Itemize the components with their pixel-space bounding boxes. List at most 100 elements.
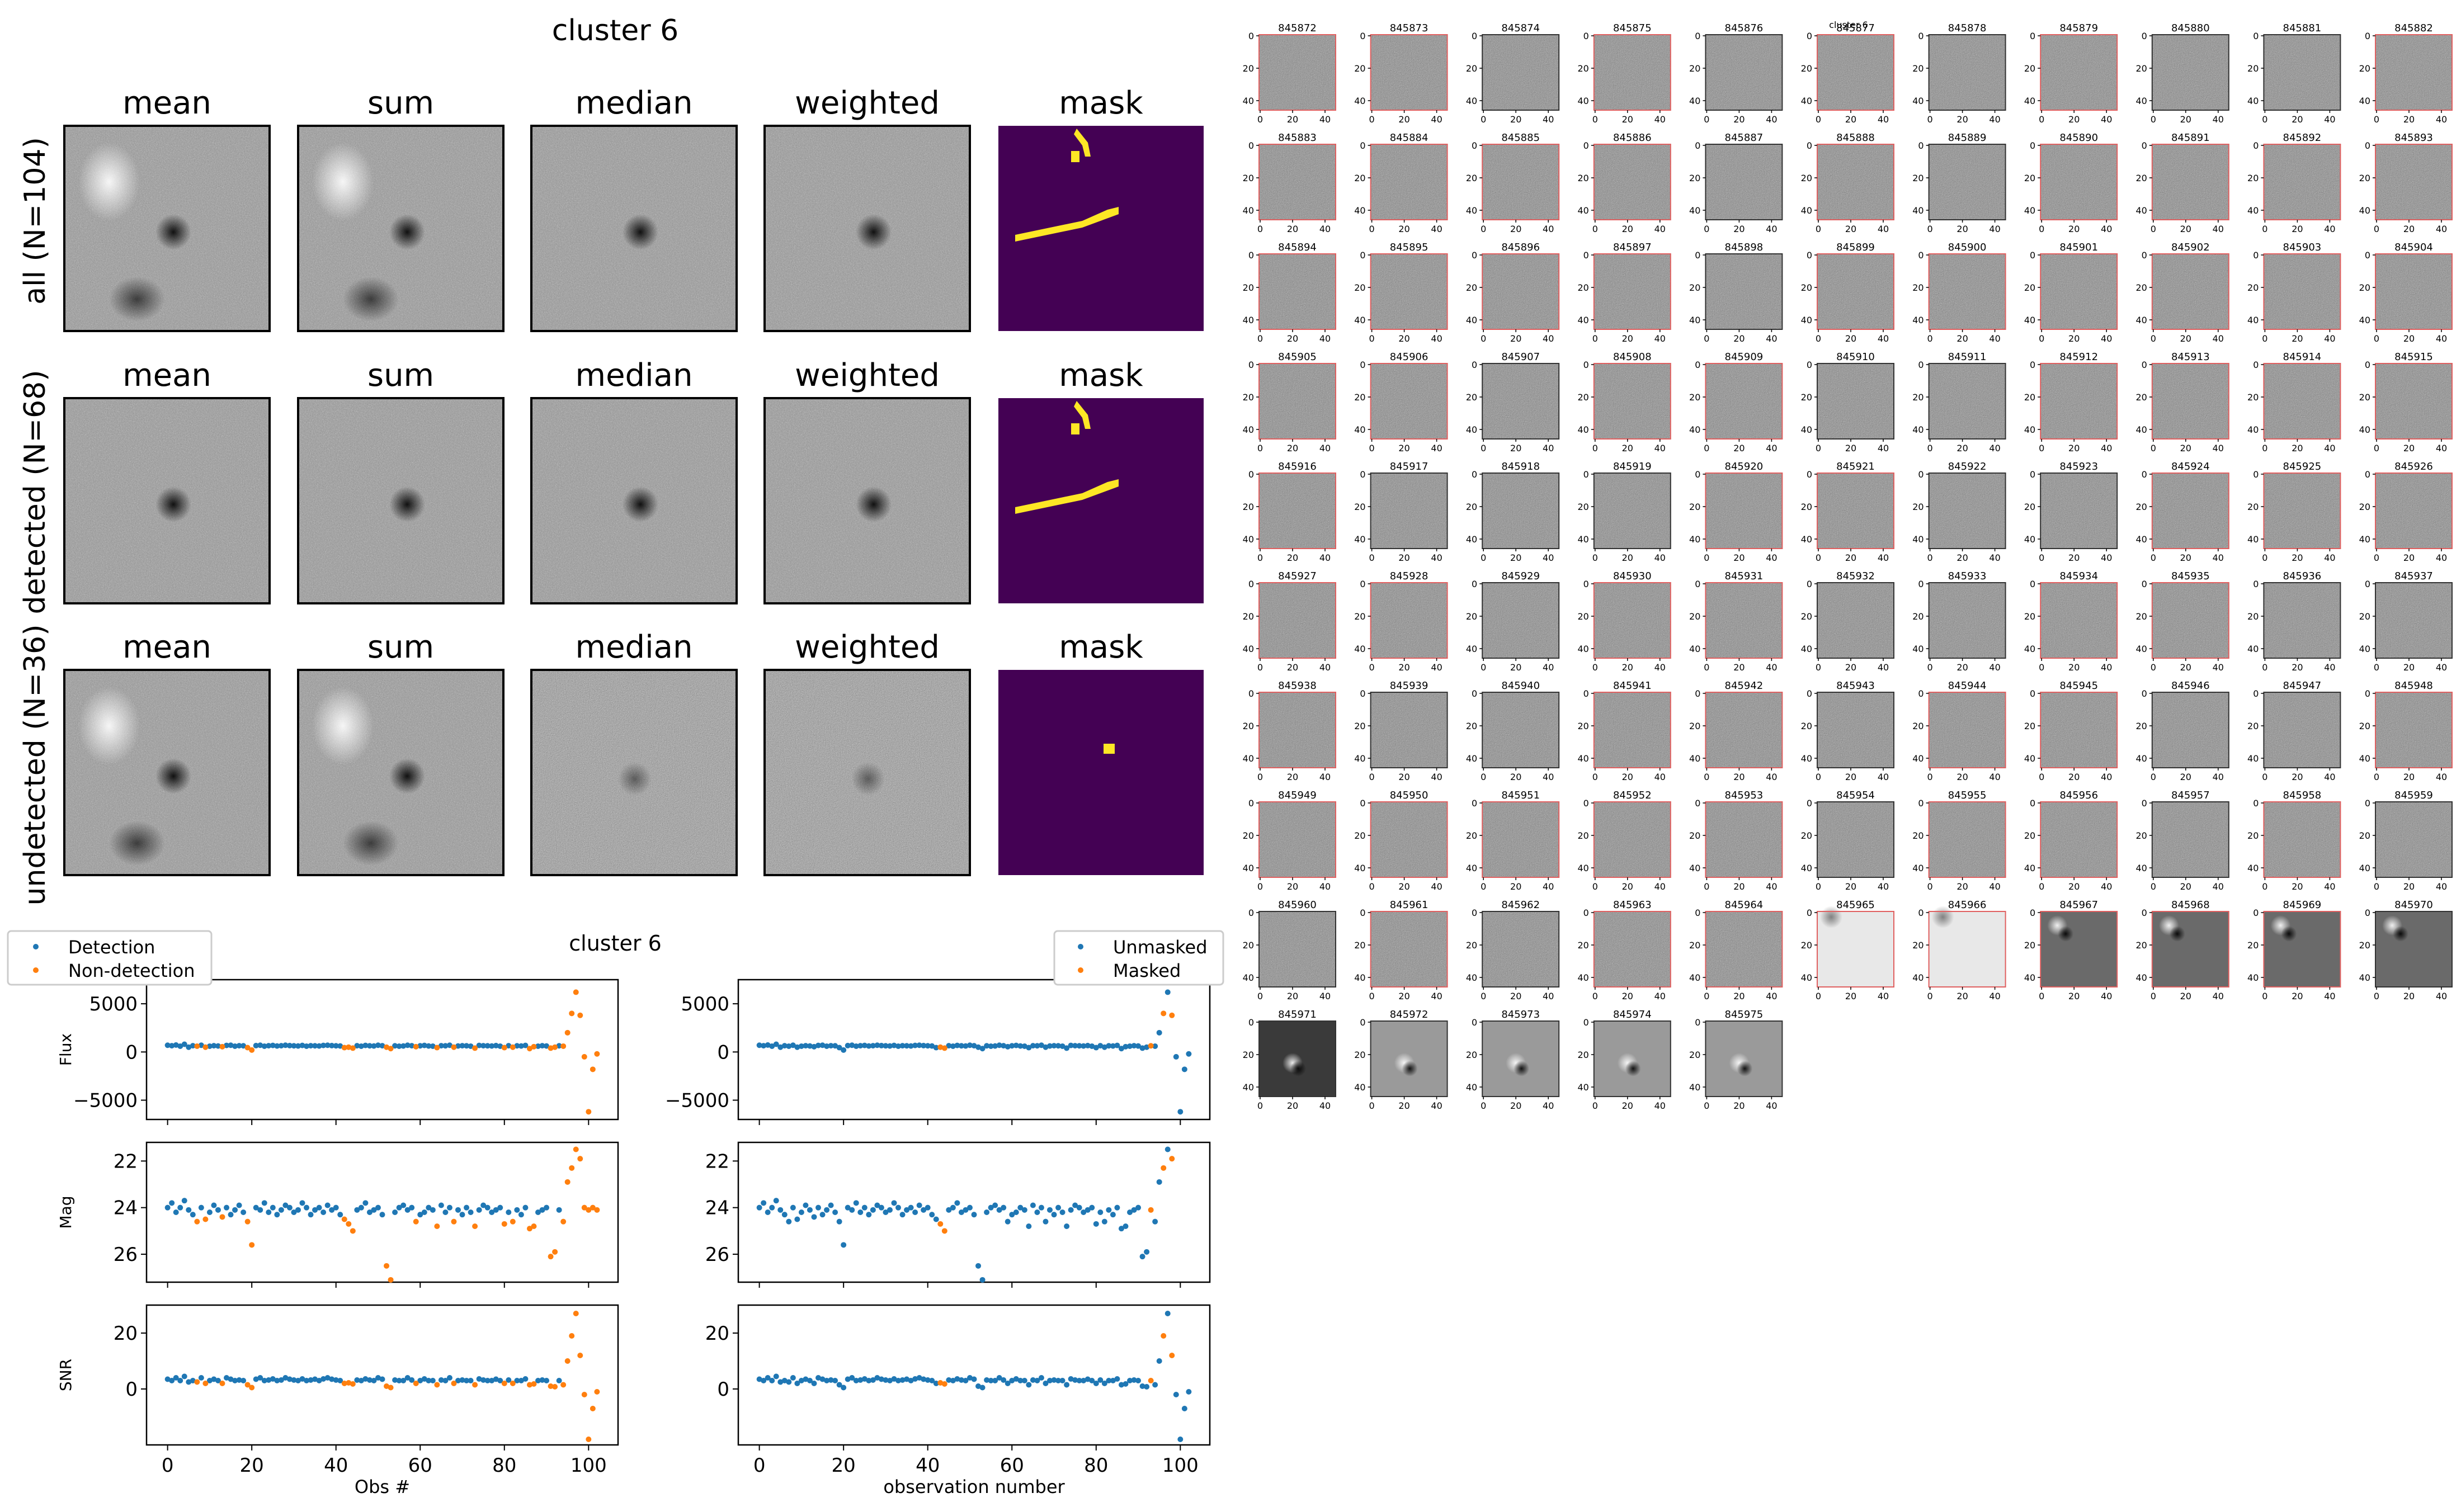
data-point (535, 1378, 541, 1383)
thumbnail-x-tick-label: 20 (1398, 881, 1409, 892)
data-point (493, 1376, 499, 1382)
thumbnail-y-tick-label: 40 (1689, 205, 1700, 216)
thumbnail-source (1514, 1061, 1530, 1076)
data-point (895, 1043, 902, 1049)
thumbnail-x-tick-label: 0 (1481, 1100, 1486, 1111)
thumbnail-x-tick-label: 40 (1989, 881, 2000, 892)
data-point (442, 1378, 449, 1383)
x-tick-label: 20 (240, 1454, 264, 1477)
thumbnail-id: 845945 (2059, 680, 2098, 692)
thumbnail-x-tick-label: 40 (1989, 114, 2000, 125)
thumbnail-frame (2375, 911, 2453, 987)
thumbnail-frame (1928, 692, 2006, 768)
thumbnail-y-tick-label: 0 (1248, 908, 1254, 918)
data-point (560, 1043, 567, 1049)
thumbnail-y-tick-label: 0 (2253, 908, 2259, 918)
thumbnail-y-tick-label: 40 (2247, 972, 2259, 983)
thumbnail-y-tick-label: 0 (1360, 908, 1365, 918)
data-point (286, 1376, 293, 1382)
thumbnail-x-tick-label: 0 (2039, 772, 2044, 782)
data-point (535, 1043, 541, 1049)
thumbnail-x-tick-label: 20 (2292, 224, 2303, 234)
thumbnail-frame (2040, 582, 2118, 659)
thumbnail-y-tick-label: 20 (1354, 1050, 1365, 1060)
thumbnail-x-tick-label: 20 (1510, 114, 1521, 125)
thumbnail-frame (2263, 34, 2341, 111)
thumbnail-x-tick-label: 20 (2403, 881, 2415, 892)
x-tick-label: 20 (832, 1454, 856, 1477)
data-point (824, 1043, 830, 1049)
data-point (324, 1042, 331, 1048)
thumbnail-y-tick-label: 20 (1354, 392, 1365, 403)
thumbnail-y-tick-label: 20 (2135, 63, 2147, 74)
thumbnail-x-tick-label: 0 (1257, 443, 1263, 453)
thumbnail-y-tick-label: 20 (1466, 392, 1477, 403)
thumbnail-noise (2040, 254, 2118, 329)
thumbnail-y-tick-label: 20 (1801, 940, 1812, 951)
data-point (937, 1044, 944, 1050)
thumbnail-x-tick-label: 20 (2403, 443, 2415, 453)
thumbnail-x-tick-label: 20 (2180, 114, 2191, 125)
thumbnail-noise (2375, 363, 2452, 439)
thumbnail-x-tick-label: 0 (1592, 881, 1598, 892)
thumbnail-x-tick-label: 40 (1319, 1100, 1331, 1111)
thumbnail-y-tick-label: 20 (2135, 502, 2147, 512)
thumbnail-x-tick-label: 0 (2151, 991, 2156, 1001)
thumbnail-x-tick-label: 0 (2262, 991, 2267, 1001)
data-point (1186, 1389, 1192, 1395)
thumbnail-id: 845963 (1613, 899, 1652, 911)
thumbnail-y-tick-label: 20 (1912, 173, 1923, 183)
thumbnail-frame (2151, 34, 2229, 111)
thumbnail-y-tick-label: 20 (1466, 1050, 1477, 1060)
data-point (186, 1044, 192, 1050)
data-point (224, 1375, 230, 1381)
data-point (430, 1207, 436, 1213)
mask-image (998, 670, 1204, 875)
mask-region (1015, 207, 1119, 242)
data-point (1165, 1311, 1171, 1316)
thumbnail-frame (1705, 144, 1783, 220)
thumbnail-x-tick-label: 40 (2101, 881, 2112, 892)
thumbnail-id: 845899 (1836, 242, 1875, 253)
thumbnail-noise (1705, 583, 1783, 658)
thumbnail-id: 845964 (1725, 899, 1764, 911)
thumbnail-x-tick-label: 20 (1845, 552, 1856, 563)
thumbnail-y-tick-label: 20 (2135, 830, 2147, 841)
data-point (304, 1378, 310, 1383)
thumbnail-frame (1705, 801, 1783, 878)
data-point (472, 1223, 478, 1229)
data-point (232, 1378, 238, 1383)
data-point (857, 1209, 864, 1215)
thumbnail-y-tick-label: 0 (1472, 140, 1477, 151)
thumbnail-y-tick-label: 0 (1918, 250, 1923, 261)
data-point (244, 1218, 251, 1225)
thumbnail-x-tick-label: 20 (2068, 881, 2080, 892)
thumbnail-y-tick-label: 20 (1689, 721, 1700, 731)
data-point (375, 1375, 381, 1381)
thumbnail-x-tick-label: 40 (2436, 443, 2447, 453)
thumbnail-x-tick-label: 40 (1878, 552, 1889, 563)
data-point (506, 1377, 512, 1383)
source-spot (618, 762, 652, 796)
thumbnail-x-tick-label: 20 (1622, 881, 1633, 892)
thumbnail-id: 845885 (1501, 132, 1540, 144)
thumbnail-y-tick-label: 20 (1577, 611, 1588, 622)
thumbnail-y-tick-label: 20 (2247, 611, 2259, 622)
legend-detection: Detection Non-detection (7, 930, 213, 986)
data-point (198, 1042, 204, 1048)
thumbnail-x-tick-label: 40 (2436, 772, 2447, 782)
thumbnail-y-tick-label: 0 (2253, 469, 2259, 480)
data-point (1097, 1377, 1104, 1383)
thumbnail-y-tick-label: 0 (2253, 140, 2259, 151)
thumbnail-y-tick-label: 20 (1689, 502, 1700, 512)
data-point (769, 1043, 775, 1049)
thumbnail-frame (2375, 472, 2453, 549)
data-point (506, 1209, 512, 1215)
